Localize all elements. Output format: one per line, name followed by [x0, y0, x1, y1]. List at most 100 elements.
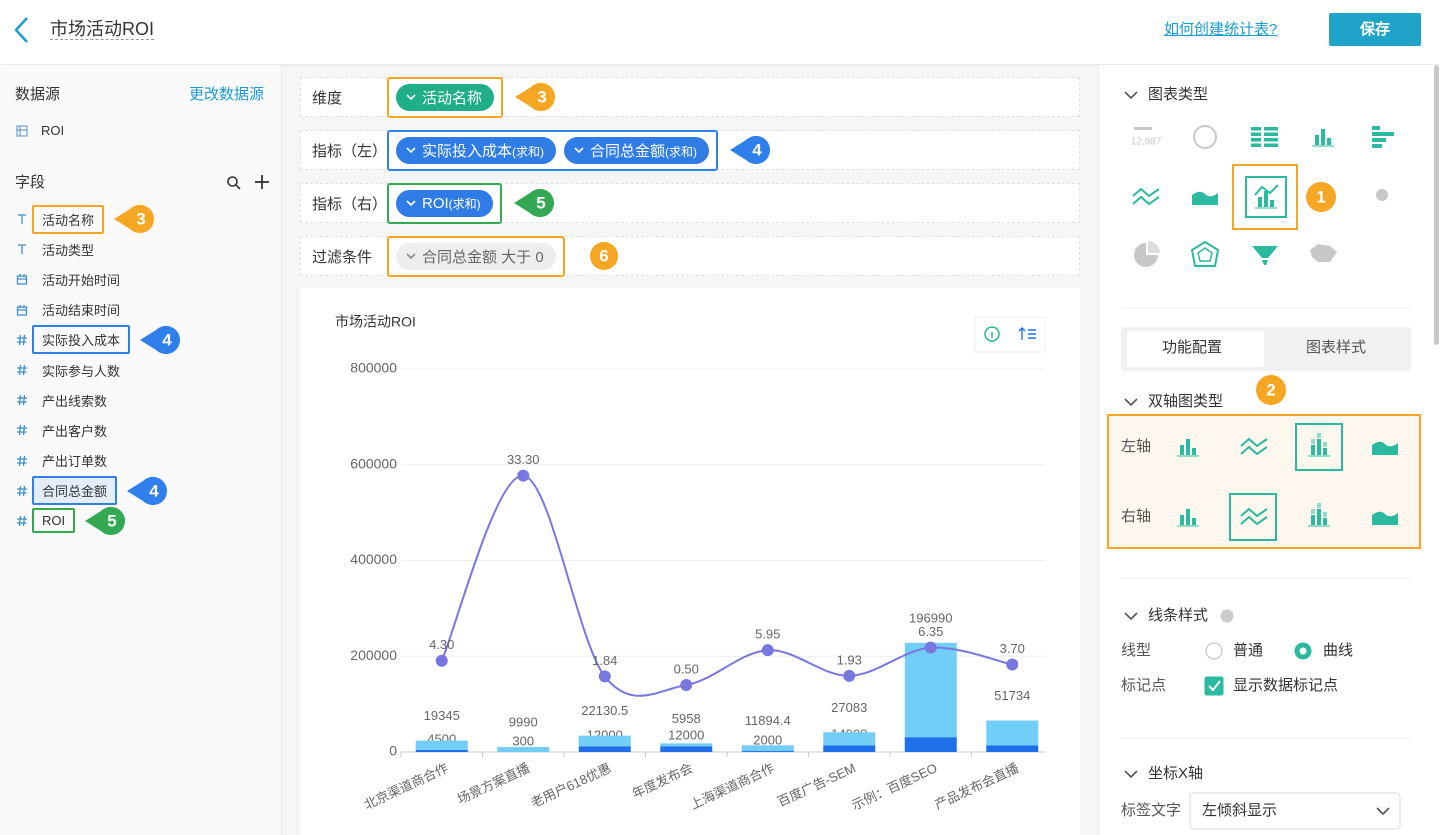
field-type-icon [16, 515, 28, 527]
config-row: 指标（右）ROI(求和)5 [300, 183, 1080, 223]
field-name[interactable]: 合同总金额 [32, 476, 117, 505]
axis-label: 右轴 [1121, 507, 1151, 527]
callout: 3 [513, 82, 559, 112]
measure-name: ROI [422, 195, 449, 212]
field-pill[interactable]: 实际投入成本(求和) [396, 137, 556, 164]
field-name[interactable]: 活动名称 [32, 205, 104, 234]
field-row: 活动开始时间 [14, 264, 274, 294]
field-row: 活动结束时间 [14, 295, 274, 325]
field-name[interactable]: 产出线索数 [32, 386, 117, 415]
tab[interactable]: 图表样式 [1306, 338, 1366, 358]
select-value[interactable]: 左倾斜显示 [1202, 801, 1277, 821]
field-name[interactable]: 产出订单数 [32, 446, 117, 475]
x-tick-label: 场景方案直播 [455, 760, 532, 807]
data-label: 196990 [909, 610, 952, 625]
field-name[interactable]: 活动结束时间 [32, 295, 130, 324]
bar [823, 745, 875, 752]
data-label: 1.84 [592, 653, 617, 668]
line-point [925, 642, 937, 654]
field-name[interactable]: 活动开始时间 [32, 265, 130, 294]
chart-title: 市场活动ROI [335, 314, 416, 330]
aggregation: (求和) [449, 197, 481, 211]
callout-number: 5 [107, 511, 116, 530]
callout-shape [515, 83, 555, 111]
aggregation: (求和) [512, 145, 544, 159]
callout: 5 [83, 506, 129, 536]
chart: 市场活动ROI 0200000400000600000800000北京渠道商合作… [300, 288, 1080, 835]
callout-shape [114, 205, 154, 233]
radio-label[interactable]: 普通 [1233, 641, 1263, 661]
highlight-box: ROI(求和) [387, 183, 502, 224]
data-label: 12000 [668, 728, 704, 743]
data-label: 11894.4 [745, 713, 791, 728]
number-icon [17, 365, 27, 375]
db-icon [16, 125, 28, 137]
radio-label[interactable]: 曲线 [1323, 641, 1353, 661]
callout-shape [85, 507, 125, 535]
field-type-icon [16, 424, 28, 436]
x-tick-label: 百度广告-SEM [775, 760, 858, 809]
change-source[interactable]: 更改数据源 [189, 85, 264, 105]
line-point [843, 670, 855, 682]
y-tick-label: 600000 [350, 455, 397, 471]
help-link[interactable]: 如何创建统计表? [1164, 20, 1277, 40]
field-name[interactable]: 实际投入成本 [32, 325, 130, 354]
bar [660, 743, 712, 746]
x-tick-label: 上海渠道商合作 [688, 760, 777, 812]
field-pill[interactable]: 合同总金额(求和) [564, 137, 709, 164]
callout-shape [514, 189, 554, 217]
section-title: 图表类型 [1148, 85, 1208, 105]
field-list: 活动名称3活动类型活动开始时间活动结束时间实际投入成本4实际参与人数产出线索数产… [14, 204, 274, 536]
data-label: 3.70 [1000, 641, 1025, 656]
field-name[interactable]: 实际参与人数 [32, 356, 130, 385]
field-row: 合同总金额 4 [14, 476, 274, 506]
field-pill[interactable]: 合同总金额 大于 0 [396, 243, 556, 270]
callout: 4 [125, 476, 171, 506]
pill-text: 合同总金额(求和) [590, 140, 697, 161]
field-name[interactable]: 产出客户数 [32, 416, 117, 445]
config-row: 维度活动名称 3 [300, 77, 1080, 117]
source-name: ROI [41, 121, 64, 141]
field-row: 实际参与人数 [14, 355, 274, 385]
field-row: 产出线索数 [14, 385, 274, 415]
callout-shape [127, 477, 167, 505]
data-label: 4.30 [429, 637, 454, 652]
field-pill[interactable]: 活动名称 [396, 84, 494, 111]
source-label: 数据源 [15, 85, 60, 105]
add-icon[interactable] [254, 174, 270, 190]
save-button[interactable]: 保存 [1329, 13, 1421, 46]
search-icon[interactable] [226, 175, 242, 191]
x-tick-label: 示例：百度SEO [849, 760, 939, 813]
pill-chevron [574, 147, 584, 154]
pill-chevron [406, 147, 416, 154]
data-label: 300 [512, 733, 534, 748]
field-type-icon [16, 455, 28, 467]
row-label: 指标（右） [301, 193, 387, 214]
callout-shape [730, 136, 770, 164]
field-type-icon [16, 243, 28, 255]
callout-number: 4 [752, 140, 762, 159]
row-label: 维度 [301, 87, 387, 108]
field-name[interactable]: 活动类型 [32, 235, 104, 264]
row-label: 过滤条件 [301, 246, 387, 267]
chevron [407, 201, 415, 205]
bar [742, 745, 794, 751]
pill-chevron [406, 94, 416, 101]
data-label: 1.93 [837, 652, 862, 667]
section-title: 坐标X轴 [1148, 764, 1203, 784]
aggregation: (求和) [665, 145, 697, 159]
back-button[interactable] [8, 14, 34, 46]
field-pill[interactable]: ROI(求和) [396, 190, 493, 217]
page-title: 市场活动ROI [50, 19, 154, 40]
field-row: ROI 5 [14, 506, 274, 536]
highlight-box: 实际投入成本(求和) 合同总金额(求和) [387, 130, 718, 171]
callout-number: 4 [149, 481, 159, 500]
tab[interactable]: 功能配置 [1162, 338, 1222, 358]
field-type-icon [16, 394, 28, 406]
bar [579, 736, 631, 747]
field-name[interactable]: ROI [32, 508, 75, 533]
checkbox-label[interactable]: 显示数据标记点 [1233, 676, 1338, 696]
data-label: 22130.5 [581, 703, 628, 718]
pill-text: ROI(求和) [422, 195, 481, 212]
row-label: 指标（左） [301, 140, 387, 161]
